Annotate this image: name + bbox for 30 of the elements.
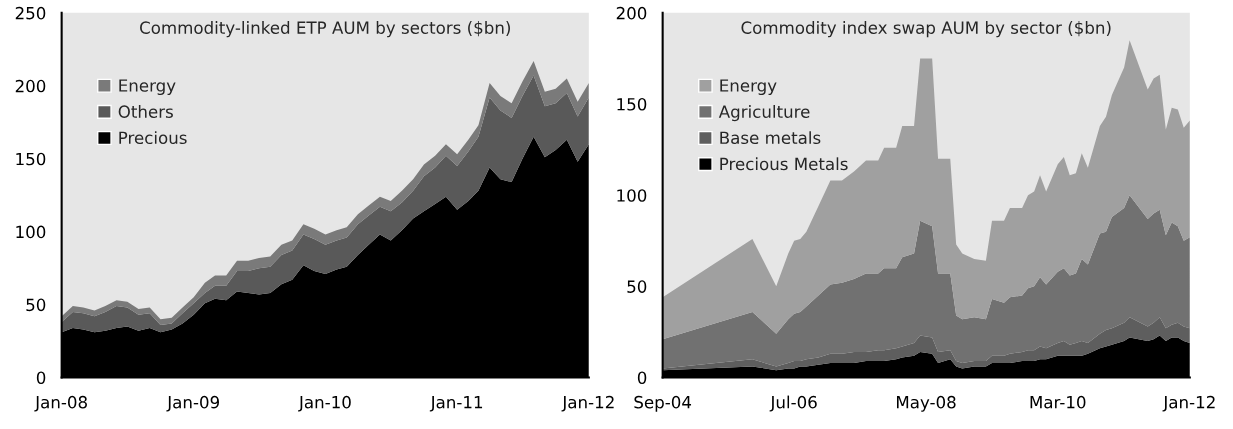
legend-label: Others — [118, 105, 173, 118]
y-tick-label: 150 — [617, 97, 647, 111]
y-tick-label: 100 — [16, 225, 46, 239]
y-tick-label: 200 — [616, 6, 647, 20]
legend-label: Energy — [720, 79, 777, 96]
x-tick-label: Jan-12 — [561, 395, 614, 412]
y-tick-label: 200 — [15, 79, 46, 93]
legend-label: Base metals — [720, 131, 821, 145]
x-tick-label: Jan-11 — [429, 396, 483, 412]
y-tick-label: 250 — [15, 6, 46, 20]
y-tick-label: 0 — [637, 371, 647, 385]
x-tick-label: Sep-04 — [634, 395, 692, 412]
x-tick-label: May-08 — [896, 395, 956, 412]
y-tick-label: 100 — [617, 189, 647, 202]
y-tick-label: 150 — [16, 152, 46, 166]
x-tick-label: Jul-06 — [769, 395, 817, 412]
legend-label: Precious — [119, 131, 187, 145]
x-tick-label: Jan-08 — [34, 395, 87, 412]
y-tick-label: 0 — [36, 371, 46, 385]
x-tick-label: Jan-12 — [1162, 395, 1215, 412]
legend-label: Agriculture — [718, 105, 810, 122]
x-tick-label: Jan-10 — [298, 395, 351, 412]
chart-title: Commodity index swap AUM by sector ($bn) — [741, 21, 1111, 38]
y-tick-label: 50 — [26, 298, 46, 312]
x-tick-label: Mar-10 — [1030, 395, 1086, 409]
legend-label: Precious Metals — [720, 157, 848, 171]
legend-label: Energy — [119, 79, 176, 96]
y-tick-label: 50 — [627, 280, 647, 293]
x-tick-label: Jan-09 — [166, 395, 219, 412]
chart-title: Commodity-linked ETP AUM by sectors ($bn) — [140, 21, 510, 38]
